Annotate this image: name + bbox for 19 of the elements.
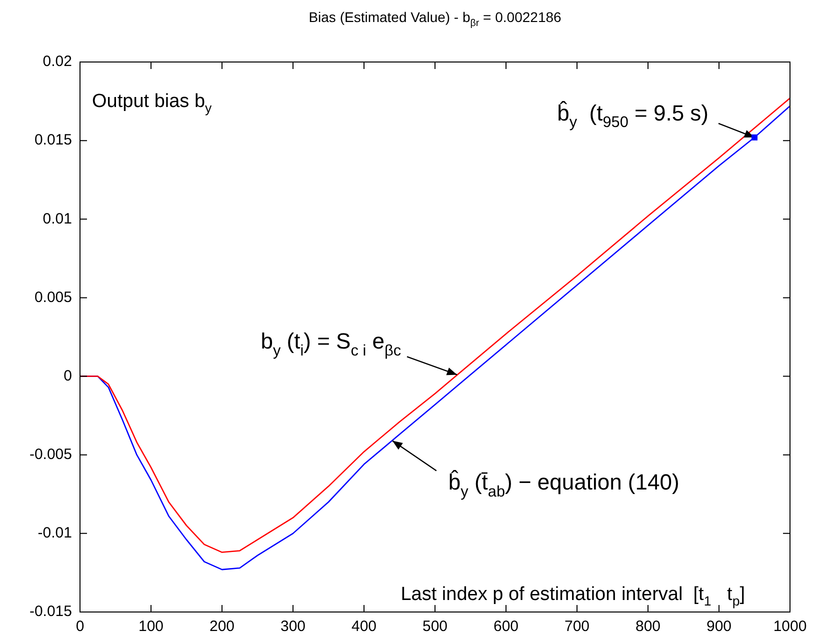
y-tick-label: 0.01 xyxy=(42,210,72,228)
y-tick-label: -0.005 xyxy=(29,446,72,463)
x-tick-label: 100 xyxy=(138,618,164,636)
x-tick-label: 200 xyxy=(209,618,235,636)
y-tick-label: 0.005 xyxy=(34,288,72,306)
y-tick-label: 0 xyxy=(64,367,72,384)
x-tick-label: 300 xyxy=(280,618,306,636)
x-tick-label: 900 xyxy=(706,618,732,636)
x-tick-label: 0 xyxy=(76,618,84,636)
y-tick-label: -0.01 xyxy=(38,524,72,542)
x-tick-label: 400 xyxy=(351,618,377,636)
x-tick-label: 700 xyxy=(564,618,590,636)
x-tick-label: 600 xyxy=(493,618,519,636)
y-tick-label: 0.02 xyxy=(42,53,72,70)
x-tick-label: 500 xyxy=(422,618,448,636)
x-tick-label: 1000 xyxy=(773,618,807,636)
x-tick-label: 800 xyxy=(635,618,661,636)
y-tick-label: -0.015 xyxy=(29,603,72,620)
y-tick-label: 0.015 xyxy=(34,132,72,149)
